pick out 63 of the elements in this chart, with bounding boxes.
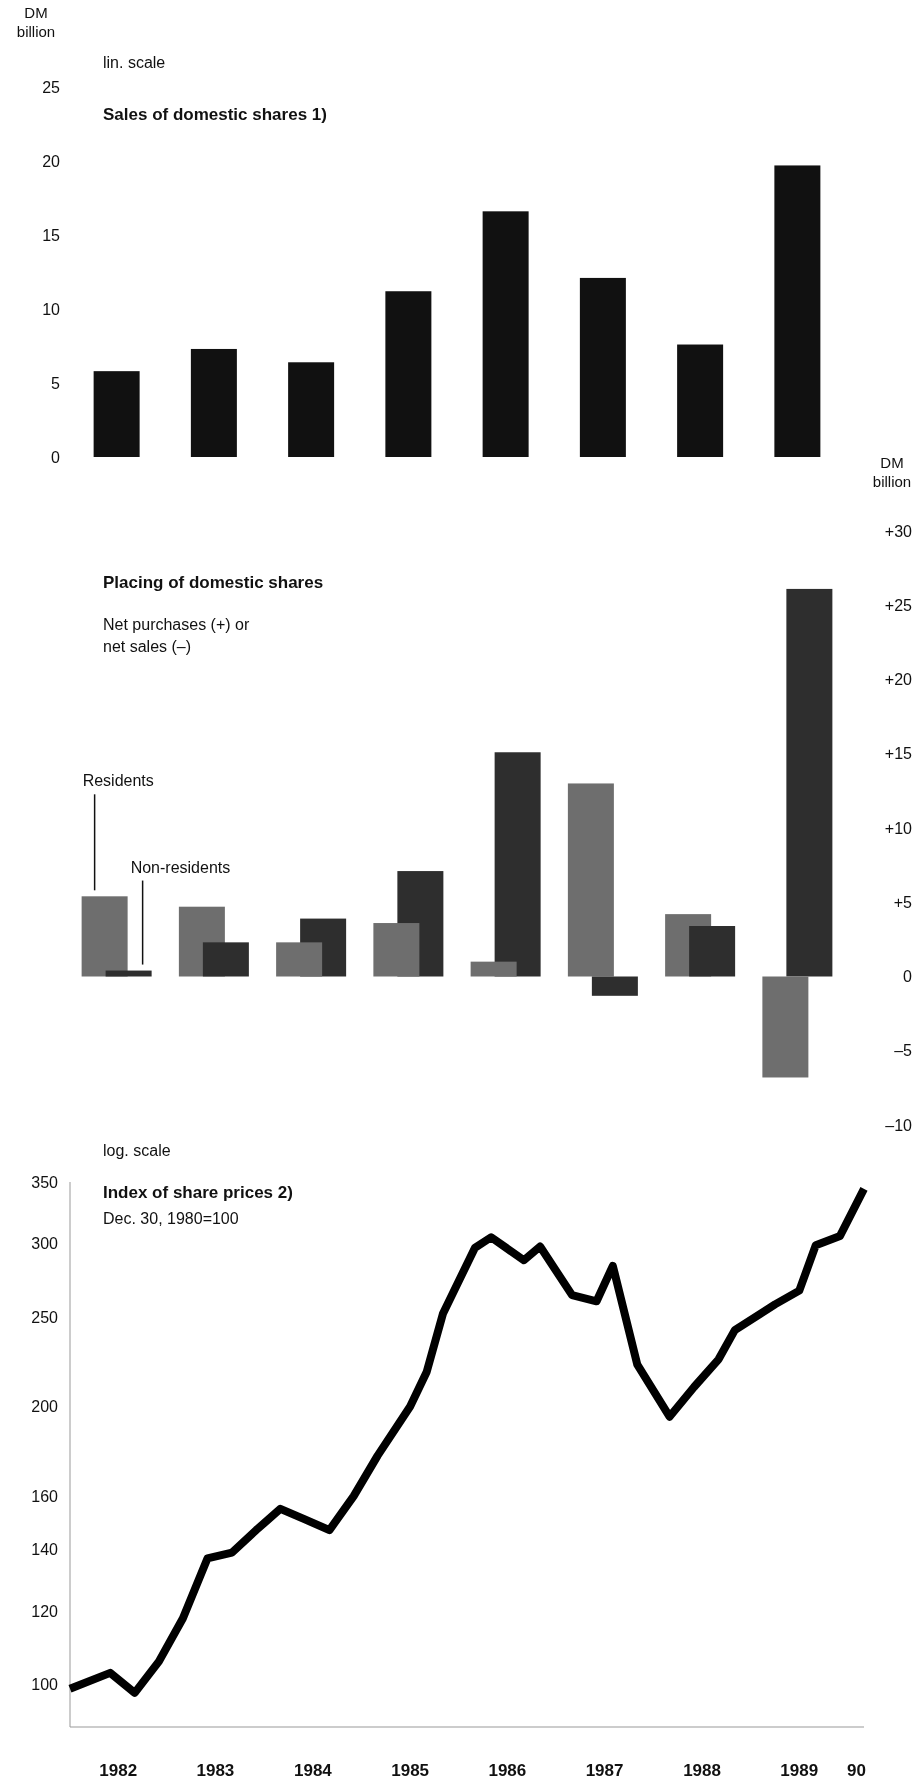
y-tick-label: 5 [51,374,61,392]
y-tick-label: +10 [884,819,913,837]
bar [190,348,237,457]
y-tick-label: –10 [885,1116,913,1134]
x-tick-label: 1983 [196,1761,235,1780]
text: Sales of domestic shares 1) [103,105,327,124]
bar [276,942,323,977]
y-tick-label: 300 [31,1235,59,1253]
y-axis-title: DM billion [16,4,56,40]
x-tick-label: 1986 [488,1761,527,1780]
text: Non-residents [130,858,231,876]
bar [81,896,128,977]
y-tick-label: 20 [42,152,61,170]
bar [762,976,809,1078]
text: Residents [82,772,154,790]
y-tick-label: 10 [42,300,61,318]
chart-title: Index of share prices 2) [103,1183,293,1202]
x-tick-label: 90 [847,1761,866,1780]
y-tick-label: 200 [31,1398,59,1416]
x-tick-label: 1988 [683,1761,721,1780]
text: lin. scale [103,54,166,71]
x-tick-label: 1984 [294,1761,333,1780]
y-tick-label: +15 [884,745,913,763]
text: Placing of domestic shares [103,573,324,592]
x-tick-label: 1982 [99,1761,138,1780]
bar [482,211,529,457]
x-tick-label: 1987 [585,1761,624,1780]
y-tick-label: 250 [31,1308,59,1326]
bar [579,277,626,457]
bar [494,752,541,977]
y-tick-label: +20 [884,671,913,689]
bar [373,923,420,977]
y-tick-label: +25 [884,596,913,614]
bar [689,926,736,977]
bar [202,942,249,977]
text: log. scale [103,1142,171,1159]
bar [786,588,833,977]
bar [470,961,517,977]
bar [93,371,140,457]
y-tick-label: 140 [31,1541,59,1559]
y-tick-label: 15 [42,226,61,244]
y-tick-label: –5 [894,1042,913,1060]
bar [105,970,152,977]
bar [567,783,614,977]
text: Net purchases (+) or net sales (–) [103,616,250,655]
y-tick-label: 25 [42,78,61,96]
bar [288,362,335,457]
bar [385,291,432,457]
x-tick-label: 1989 [780,1761,819,1780]
y-axis-title: DM billion [872,454,912,490]
y-tick-label: +30 [884,522,913,540]
text: Dec. 30, 1980=100 [103,1210,239,1227]
y-tick-label: 350 [31,1173,59,1191]
bar [591,976,638,996]
y-tick-label: 160 [31,1487,59,1505]
y-tick-label: 0 [51,448,61,466]
bar [774,165,821,457]
x-tick-label: 1985 [391,1761,430,1780]
y-tick-label: +5 [893,893,913,911]
y-tick-label: 120 [31,1603,59,1621]
y-tick-label: 0 [903,968,913,986]
bar [677,344,724,457]
y-tick-label: 100 [31,1676,59,1694]
